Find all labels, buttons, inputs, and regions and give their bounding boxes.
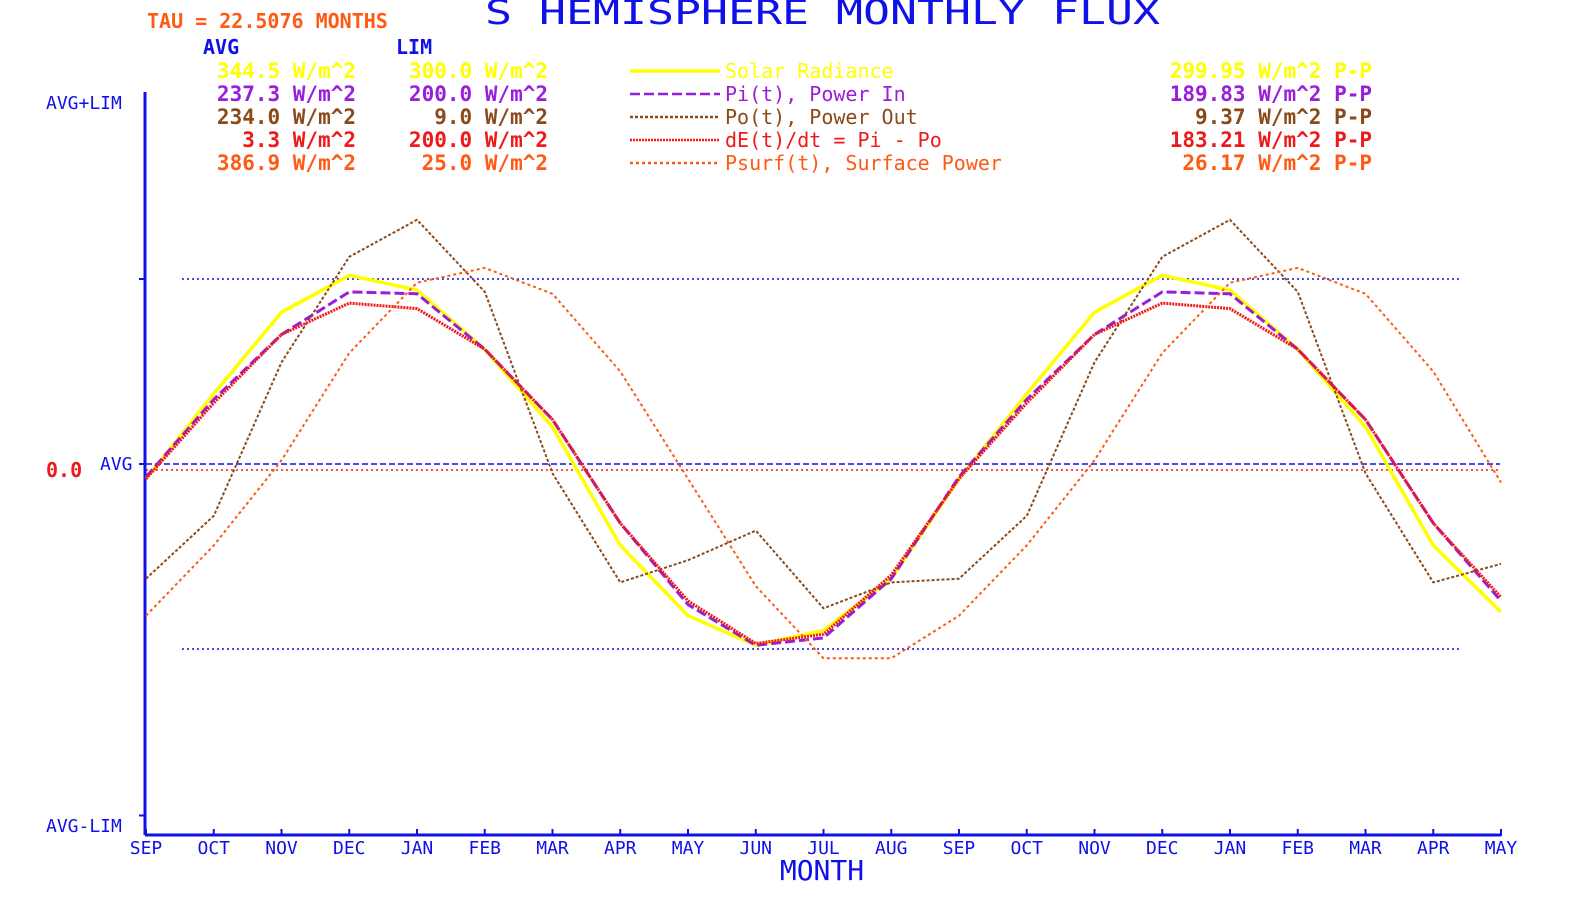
x-tick-labels: SEP OCT NOV DEC JAN FEB MAR APR MAY JUN JUL AUG SEP O… [130,838,1518,859]
legend-lim-value: 200.0 W/m^2 [409,128,548,152]
x-tick-label: MAR [1349,838,1382,859]
legend-lim-value: 25.0 W/m^2 [422,151,548,175]
series-line-pout [145,218,1502,610]
y-tick-mid: AVG [100,454,133,475]
legend-row-de: 3.3 W/m^2 200.0 W/m^2 dE(t)/dt = Pi - Po 18… [242,128,1372,152]
legend-avg-value: 234.0 W/m^2 [217,105,356,129]
x-axis-label: MONTH [780,854,864,887]
legend-series-name: Pi(t), Power In [725,82,906,106]
chart-title: S HEMISPHERE MONTHLY FLUX [485,0,1161,33]
legend-row-pout: 234.0 W/m^2 9.0 W/m^2 Po(t), Power Out 9.37… [217,105,1372,129]
legend-lim-value: 300.0 W/m^2 [409,59,548,83]
x-tick-label: FEB [468,838,501,859]
legend-pp-value: 299.95 W/m^2 P-P [1170,59,1372,83]
x-tick-label: APR [1417,838,1450,859]
legend-series-name: Po(t), Power Out [725,105,918,129]
x-tick-label: OCT [197,838,230,859]
x-tick-label: OCT [1010,838,1043,859]
x-tick-label: DEC [1146,838,1179,859]
gridlines [146,278,1500,650]
legend-row-psurf: 386.9 W/m^2 25.0 W/m^2 Psurf(t), Surface P… [217,151,1372,175]
legend-lim-value: 9.0 W/m^2 [434,105,548,129]
legend-series-name: Solar Radiance [725,59,894,83]
series-line-solar [144,273,1503,648]
x-tick-label: SEP [130,838,163,859]
legend-pp-value: 183.21 W/m^2 P-P [1170,128,1372,152]
legend-series-name: dE(t)/dt = Pi - Po [725,128,942,152]
legend-avg-value: 3.3 W/m^2 [242,128,356,152]
x-tick-label: DEC [333,838,366,859]
y-tick-top: AVG+LIM [46,93,122,114]
x-tick-label: MAY [672,838,705,859]
x-tick-label: MAR [536,838,569,859]
lim-column-header: LIM [396,35,432,59]
legend: 344.5 W/m^2 300.0 W/m^2 Solar Radiance 299.… [217,59,1372,175]
legend-avg-value: 344.5 W/m^2 [217,59,356,83]
avg-column-header: AVG [203,35,239,59]
x-tick-label: JUL [807,838,840,859]
legend-pp-value: 189.83 W/m^2 P-P [1170,82,1372,106]
zero-label: 0.0 [46,458,82,482]
tau-label: TAU = 22.5076 MONTHS [147,9,388,33]
series-lines [144,218,1503,660]
series-line-de [144,301,1503,645]
x-tick-label: JAN [1214,838,1247,859]
series-line-psurf [145,266,1502,660]
legend-avg-value: 386.9 W/m^2 [217,151,356,175]
legend-series-name: Psurf(t), Surface Power [725,151,1002,175]
legend-pp-value: 9.37 W/m^2 P-P [1195,105,1372,129]
x-tick-label: JUN [739,838,772,859]
legend-row-pin: 237.3 W/m^2 200.0 W/m^2 Pi(t), Power In 189… [217,82,1372,106]
legend-pp-value: 26.17 W/m^2 P-P [1182,151,1372,175]
x-tick-label: AUG [875,838,908,859]
y-tick-bottom: AVG-LIM [46,816,122,837]
legend-row-solar: 344.5 W/m^2 300.0 W/m^2 Solar Radiance 299.… [217,59,1372,83]
x-tick-label: FEB [1281,838,1314,859]
x-tick-label: JAN [401,838,434,859]
legend-lim-value: 200.0 W/m^2 [409,82,548,106]
axes [139,92,1502,837]
x-tick-label: MAY [1485,838,1518,859]
x-tick-label: SEP [943,838,976,859]
series-line-pin [144,290,1503,647]
x-tick-label: APR [604,838,637,859]
x-tick-label: NOV [1078,838,1111,859]
x-tick-label: NOV [265,838,298,859]
legend-avg-value: 237.3 W/m^2 [217,82,356,106]
